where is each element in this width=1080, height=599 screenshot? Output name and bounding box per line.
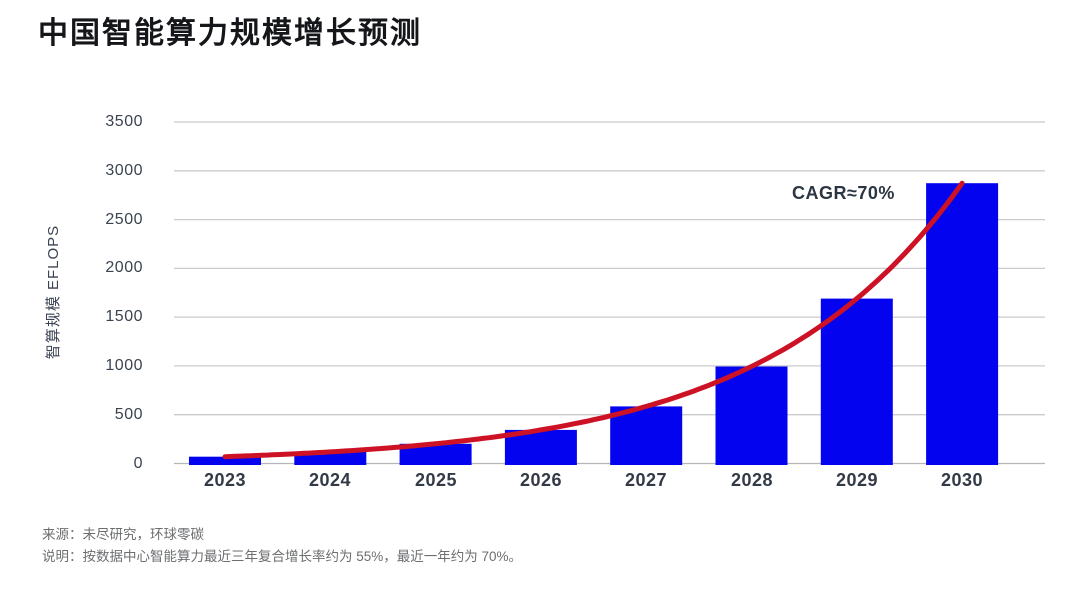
- y-tick-label-1000: 1000: [105, 357, 143, 374]
- x-tick-label-2028: 2028: [730, 470, 774, 490]
- chart-title: 中国智能算力规模增长预测: [38, 17, 422, 50]
- y-tick-label-1500: 1500: [105, 308, 143, 325]
- x-tick-label-2025: 2025: [414, 470, 458, 490]
- trend-line: [222, 180, 965, 460]
- note-line: 说明：按数据中心智能算力最近三年复合增长率约为 55%，最近一年约为 70%。: [42, 549, 523, 564]
- y-tick-label-500: 500: [114, 406, 143, 423]
- chart-footer: 来源：未尽研究，环球零碳 说明：按数据中心智能算力最近三年复合增长率约为 55%…: [42, 524, 522, 568]
- x-tick-label-2026: 2026: [519, 470, 563, 490]
- bar-2028: [715, 366, 788, 465]
- source-line: 来源：未尽研究，环球零碳: [42, 527, 204, 542]
- x-tick-label-2027: 2027: [624, 470, 668, 490]
- y-tick-label-2000: 2000: [105, 259, 143, 276]
- x-tick-label-2023: 2023: [203, 470, 247, 490]
- x-tick-label-2029: 2029: [835, 470, 879, 490]
- y-tick-label-2500: 2500: [105, 211, 143, 228]
- y-tick-label-3500: 3500: [105, 113, 143, 130]
- bar-2025: [399, 443, 472, 465]
- cagr-annotation: CAGR≈70%: [792, 183, 895, 203]
- x-tick-label-2024: 2024: [308, 470, 352, 490]
- x-tick-label-2030: 2030: [940, 470, 984, 490]
- y-tick-label-0: 0: [133, 455, 143, 472]
- y-tick-label-3000: 3000: [105, 162, 143, 179]
- bar-2029: [820, 298, 893, 465]
- bar-2030: [926, 183, 999, 465]
- bar-2027: [610, 406, 683, 465]
- bar-2023: [189, 456, 261, 465]
- y-axis-title: 智算规模 EFLOPS: [45, 224, 62, 360]
